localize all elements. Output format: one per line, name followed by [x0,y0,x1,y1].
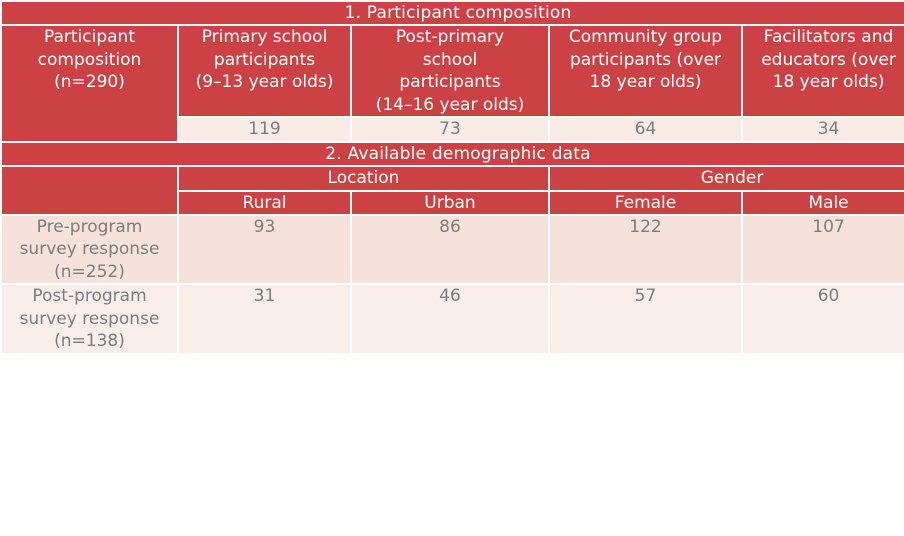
value-primary-school: 119 [179,118,350,141]
pre-label-line-3: (n=252) [54,261,125,282]
section-1-header-row: Participant composition (n=290) Primary … [2,26,904,141]
pre-program-rural: 93 [179,215,350,284]
col1-line-1: Primary school [201,27,328,48]
section-1-title-row: 1. Participant composition [2,2,904,25]
col4-line-3: 18 year olds) [772,72,885,93]
group-header-gender: Gender [550,167,904,190]
section-1-title: 1. Participant composition [2,2,904,25]
post-program-urban: 46 [352,285,548,353]
col1-line-3: (9–13 year olds) [195,72,334,93]
post-label-line-3: (n=138) [54,331,125,352]
participant-data-table: 1. Participant composition Participant c… [0,0,904,355]
pre-program-urban: 86 [352,215,548,284]
section-2-title: 2. Available demographic data [2,142,904,166]
row-label-pre-program: Pre-program survey response (n=252) [2,215,177,284]
section-2-corner-cell [2,167,177,214]
col4-line-1: Facilitators and [763,27,894,48]
section-2-title-row: 2. Available demographic data [2,142,904,166]
post-program-male: 60 [743,285,904,353]
pre-label-line-1: Pre-program [36,216,143,237]
section-1-values-row: 119 73 64 34 [2,118,904,141]
section-2-sub-header-row: Rural Urban Female Male Other [2,191,904,214]
pre-label-line-2: survey response [19,239,160,260]
post-label-line-2: survey response [19,308,160,329]
col2-line-3: participants [399,72,501,93]
col4-line-2: educators (over [761,49,896,70]
value-post-primary-school: 73 [352,118,548,141]
value-community-group: 64 [550,118,741,141]
sub-header-rural: Rural [179,191,350,214]
pre-program-female: 122 [550,215,741,284]
col1-line-2: participants [213,49,316,70]
row-label-line-1: Participant [43,27,135,48]
sub-header-female: Female [550,191,741,214]
participant-data-table-container: 1. Participant composition Participant c… [0,0,904,355]
col3-line-3: 18 year olds) [589,72,702,93]
value-facilitators-educators: 34 [743,118,904,141]
col3-line-1: Community group [568,27,723,48]
column-header-community-group: Community group participants (over 18 ye… [550,26,741,117]
group-header-location: Location [179,167,548,190]
row-label-line-2: composition [37,49,142,70]
column-header-primary-school: Primary school participants (9–13 year o… [179,26,350,117]
pre-program-male: 107 [743,215,904,284]
col2-line-1: Post-primary [395,27,505,48]
column-header-post-primary-school: Post-primary school participants (14–16 … [352,26,548,117]
col2-line-4: (14–16 year olds) [375,94,525,115]
sub-header-male: Male [743,191,904,214]
sub-header-urban: Urban [352,191,548,214]
column-header-facilitators-educators: Facilitators and educators (over 18 year… [743,26,904,117]
post-program-rural: 31 [179,285,350,353]
section-2-group-header-row: Location Gender [2,167,904,214]
post-label-line-1: Post-program [32,286,147,307]
section-1-row-label-header: Participant composition (n=290) [2,26,177,141]
row-label-post-program: Post-program survey response (n=138) [2,285,177,353]
col3-line-2: participants (over [569,49,722,70]
col2-line-2: school [422,49,478,70]
table-row: Pre-program survey response (n=252) 93 8… [2,215,904,284]
row-label-line-3: (n=290) [54,72,125,93]
post-program-female: 57 [550,285,741,353]
table-row: Post-program survey response (n=138) 31 … [2,285,904,353]
